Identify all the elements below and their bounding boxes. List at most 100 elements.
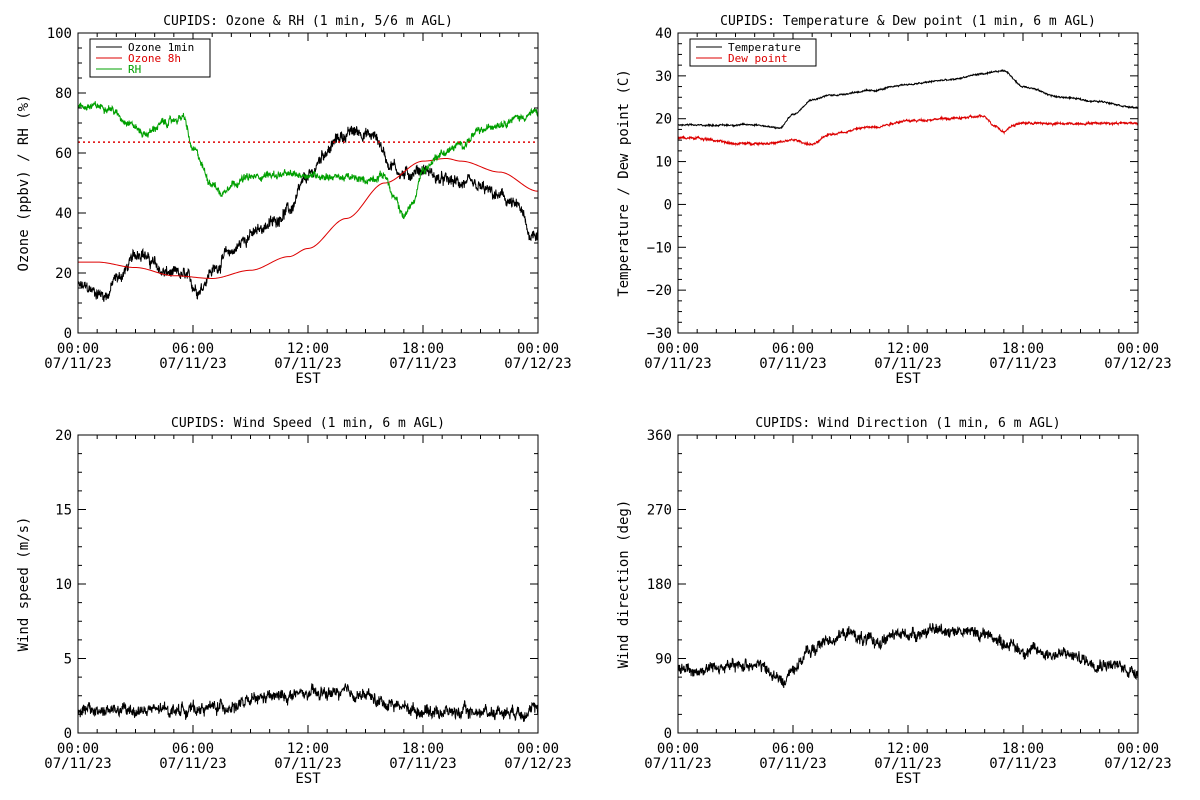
x-tick-date: 07/11/23 <box>644 356 711 372</box>
plot-frame <box>77 32 539 334</box>
y-tick-label: 360 <box>647 428 672 444</box>
legend-label: Temperature <box>728 41 801 54</box>
x-tick-time: 12:00 <box>887 341 929 357</box>
series-line-dew-point <box>678 113 1138 147</box>
y-tick-label: 5 <box>64 652 72 668</box>
x-tick-time: 00:00 <box>1117 741 1159 757</box>
series-group <box>78 101 538 302</box>
series-line-temperature <box>678 69 1138 130</box>
legend-label: RH <box>128 63 141 76</box>
plot-frame <box>677 434 1139 734</box>
panel-temperature-dewpoint: CUPIDS: Temperature & Dew point (1 min, … <box>616 14 1172 387</box>
x-axis-label: EST <box>895 771 921 787</box>
y-axis-label: Wind speed (m/s) <box>16 517 32 652</box>
x-tick-date: 07/11/23 <box>44 756 111 772</box>
y-tick-label: −10 <box>647 240 672 256</box>
x-tick-time: 06:00 <box>172 741 214 757</box>
x-tick-date: 07/11/23 <box>389 756 456 772</box>
y-tick-label: 0 <box>664 726 672 742</box>
legend-label: Ozone 8h <box>128 52 181 65</box>
x-tick-date: 07/11/23 <box>989 356 1056 372</box>
y-tick-label: 100 <box>47 26 72 42</box>
y-tick-label: 10 <box>55 577 72 593</box>
x-tick-time: 12:00 <box>287 741 329 757</box>
y-tick-label: 20 <box>55 428 72 444</box>
chart-title: CUPIDS: Temperature & Dew point (1 min, … <box>720 14 1096 29</box>
legend-box <box>689 38 817 67</box>
y-tick-label: 180 <box>647 577 672 593</box>
legend-label: Dew point <box>728 52 788 65</box>
series-line-wind-speed <box>78 683 538 722</box>
series-group <box>678 622 1138 689</box>
x-tick-time: 00:00 <box>57 341 99 357</box>
y-tick-label: 0 <box>64 726 72 742</box>
x-tick-time: 06:00 <box>772 341 814 357</box>
y-tick-label: 15 <box>55 503 72 519</box>
x-tick-date: 07/11/23 <box>874 756 941 772</box>
y-axis-label: Ozone (ppbv) / RH (%) <box>16 94 32 271</box>
x-tick-date: 07/11/23 <box>44 356 111 372</box>
y-tick-label: 40 <box>655 26 672 42</box>
x-tick-time: 18:00 <box>1002 741 1044 757</box>
x-tick-time: 00:00 <box>657 741 699 757</box>
x-tick-time: 18:00 <box>402 741 444 757</box>
legend-label: Ozone 1min <box>128 41 194 54</box>
y-tick-label: −20 <box>647 283 672 299</box>
y-tick-label: 90 <box>655 652 672 668</box>
x-tick-time: 12:00 <box>887 741 929 757</box>
y-tick-label: 270 <box>647 503 672 519</box>
series-group <box>678 69 1138 147</box>
x-tick-date: 07/11/23 <box>274 356 341 372</box>
y-tick-label: −30 <box>647 326 672 342</box>
panel-wind-speed: CUPIDS: Wind Speed (1 min, 6 m AGL) 0 5 10 1… <box>16 416 572 787</box>
x-tick-date: 07/12/23 <box>504 356 571 372</box>
x-tick-date: 07/11/23 <box>759 756 826 772</box>
x-tick-date: 07/11/23 <box>989 756 1056 772</box>
series-line-ozone-1min <box>78 125 538 302</box>
x-tick-date: 07/11/23 <box>274 756 341 772</box>
chart-title: CUPIDS: Wind Speed (1 min, 6 m AGL) <box>171 416 445 431</box>
series-group <box>78 683 538 722</box>
x-tick-date: 07/12/23 <box>504 756 571 772</box>
x-tick-date: 07/11/23 <box>159 756 226 772</box>
x-tick-time: 06:00 <box>172 341 214 357</box>
x-tick-time: 00:00 <box>517 741 559 757</box>
x-tick-time: 00:00 <box>1117 341 1159 357</box>
y-tick-label: 80 <box>55 86 72 102</box>
y-tick-label: 30 <box>655 69 672 85</box>
chart-title: CUPIDS: Wind Direction (1 min, 6 m AGL) <box>755 416 1060 431</box>
panel-wind-direction: CUPIDS: Wind Direction (1 min, 6 m AGL) 0… <box>616 416 1172 787</box>
x-tick-date: 07/12/23 <box>1104 756 1171 772</box>
y-tick-label: 10 <box>655 155 672 171</box>
y-tick-label: 20 <box>655 112 672 128</box>
series-line-ozone-8h <box>78 157 538 279</box>
y-axis-label: Wind direction (deg) <box>616 500 632 669</box>
series-line-wind-direction <box>678 622 1138 689</box>
x-tick-date: 07/11/23 <box>644 756 711 772</box>
plot-frame <box>77 434 539 734</box>
x-tick-time: 00:00 <box>517 341 559 357</box>
y-tick-label: 0 <box>64 326 72 342</box>
y-tick-label: 0 <box>664 197 672 213</box>
x-tick-date: 07/12/23 <box>1104 356 1171 372</box>
x-axis-label: EST <box>295 371 321 387</box>
x-tick-date: 07/11/23 <box>759 356 826 372</box>
x-tick-date: 07/11/23 <box>389 356 456 372</box>
plot-frame <box>677 32 1139 334</box>
x-axis-label: EST <box>295 771 321 787</box>
chart-title: CUPIDS: Ozone & RH (1 min, 5/6 m AGL) <box>163 14 453 29</box>
x-axis-label: EST <box>895 371 921 387</box>
panel-ozone-rh: CUPIDS: Ozone & RH (1 min, 5/6 m AGL) 0 20… <box>16 14 572 387</box>
x-tick-time: 00:00 <box>57 741 99 757</box>
y-axis-label: Temperature / Dew point (C) <box>616 69 632 297</box>
y-tick-label: 60 <box>55 146 72 162</box>
x-tick-time: 18:00 <box>402 341 444 357</box>
series-line-rh <box>78 101 538 220</box>
x-tick-time: 06:00 <box>772 741 814 757</box>
x-tick-time: 00:00 <box>657 341 699 357</box>
x-tick-date: 07/11/23 <box>874 356 941 372</box>
x-tick-time: 18:00 <box>1002 341 1044 357</box>
